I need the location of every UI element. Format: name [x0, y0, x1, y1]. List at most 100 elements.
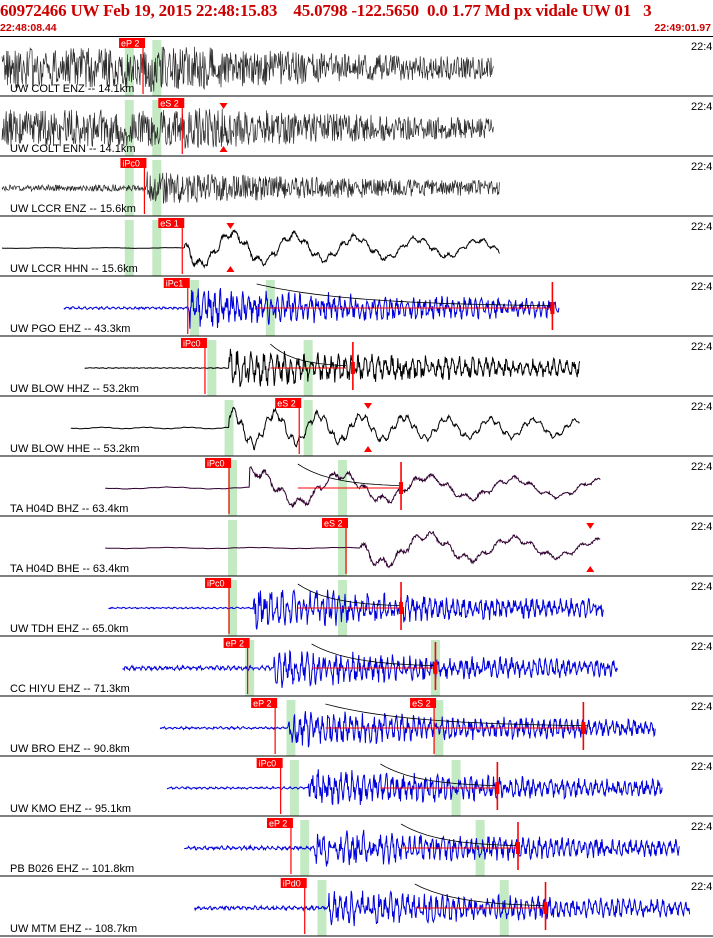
time-tick-label: 22:4: [691, 881, 712, 893]
time-tick-label: 22:4: [691, 161, 712, 173]
amplitude-triangle-marker: [219, 103, 228, 109]
phase-pick-label: iPc0: [122, 159, 140, 169]
analysis-window: [303, 400, 313, 456]
analysis-window: [152, 160, 162, 216]
phase-pick-flag: [158, 98, 185, 108]
coda-end-marker-bar: [495, 782, 500, 794]
phase-pick-flag: [266, 818, 293, 828]
station-label: UW KMO EHZ -- 95.1km: [10, 803, 131, 815]
seismogram-header: 60972466 UW Feb 19, 2015 22:48:15.83 45.…: [0, 0, 713, 38]
station-label: UW BLOW HHZ -- 53.2km: [10, 383, 139, 395]
coda-curve: [325, 703, 587, 727]
coda-curve: [297, 583, 402, 607]
waveform-trace: [1, 46, 494, 93]
coda-end-marker-bar: [516, 842, 520, 854]
amplitude-triangle-marker: [586, 566, 595, 572]
time-tick-label: 22:4: [691, 581, 712, 593]
station-label: UW LCCR ENZ -- 15.6km: [10, 203, 136, 215]
coda-curve: [297, 463, 402, 487]
analysis-window: [124, 40, 134, 96]
time-tick-label: 22:4: [691, 401, 712, 413]
time-tick-label: 22:4: [691, 701, 712, 713]
analysis-window: [124, 100, 134, 156]
time-tick-label: 22:4: [691, 641, 712, 653]
station-label: UW MTM EHZ -- 108.7km: [10, 923, 137, 935]
time-tick-label: 22:4: [691, 221, 712, 233]
amplitude-triangle-marker: [364, 446, 373, 452]
station-label: UW BLOW HHE -- 53.2km: [10, 443, 140, 455]
amplitude-triangle-marker: [364, 403, 373, 409]
phase-pick-label: eP 2: [269, 819, 287, 829]
coda-curve: [380, 763, 498, 787]
waveform-trace: [159, 711, 656, 748]
amplitude-triangle-marker: [226, 223, 235, 229]
amplitude-triangle-marker: [226, 266, 235, 272]
waveform-trace: [105, 530, 601, 569]
phase-pick-flag: [205, 458, 232, 468]
coda-end-marker-bar: [399, 602, 404, 614]
waveform-trace: [63, 287, 560, 329]
time-tick-label: 22:4: [691, 761, 712, 773]
coda-end-marker-bar: [433, 662, 438, 674]
waveform-trace: [1, 229, 500, 269]
phase-pick-label: eS 2: [412, 699, 431, 709]
phase-pick-label: iPc1: [166, 279, 184, 289]
phase-pick-label: eP 2: [121, 39, 139, 49]
coda-curve: [270, 343, 347, 367]
coda-curve: [414, 883, 546, 907]
analysis-window: [190, 280, 200, 336]
station-label: UW COLT ENN -- 14.1km: [10, 143, 136, 155]
waveform-trace: [105, 466, 601, 509]
time-tick-label: 22:4: [691, 821, 712, 833]
phase-pick-flag: [251, 698, 278, 708]
waveform-trace: [194, 890, 691, 927]
waveform-trace: [70, 406, 580, 451]
window-end-time: 22:49:01.97: [654, 22, 711, 34]
station-label: TA H04D BHE -- 63.4km: [10, 563, 129, 575]
coda-end-marker-bar: [350, 362, 355, 374]
phase-pick-flag: [256, 758, 283, 768]
phase-pick-flag: [322, 518, 348, 528]
analysis-window: [152, 100, 162, 156]
phase-pick-label: iPd0: [283, 879, 301, 889]
coda-end-marker-bar: [543, 902, 548, 914]
window-start-time: 22:48:08.44: [0, 22, 57, 34]
station-label: UW TDH EHZ -- 65.0km: [10, 623, 128, 635]
coda-end-marker-bar: [550, 302, 555, 314]
waveform-trace: [1, 108, 494, 149]
phase-pick-label: iPc0: [183, 339, 201, 349]
phase-pick-label: iPc0: [207, 459, 225, 469]
phase-pick-flag: [275, 398, 302, 408]
station-label: UW PGO EHZ -- 43.3km: [10, 323, 130, 335]
phase-pick-label: iPc0: [259, 759, 277, 769]
event-title: 60972466 UW Feb 19, 2015 22:48:15.83 45.…: [0, 1, 652, 20]
analysis-window: [286, 700, 296, 756]
amplitude-triangle-marker: [219, 146, 228, 152]
phase-pick-flag: [158, 218, 185, 228]
station-label: CC HIYU EHZ -- 71.3km: [10, 683, 130, 695]
phase-pick-flag: [120, 158, 147, 168]
phase-pick-flag: [119, 38, 146, 48]
time-tick-label: 22:4: [691, 281, 712, 293]
time-tick-label: 22:4: [691, 461, 712, 473]
phase-pick-flag: [180, 338, 207, 348]
amplitude-triangle-marker: [586, 523, 595, 529]
phase-pick-label: eS 2: [277, 399, 296, 409]
phase-pick-label: eP 2: [226, 639, 244, 649]
coda-curve: [400, 823, 519, 847]
phase-pick-label: eS 1: [160, 219, 179, 229]
time-tick-label: 22:4: [691, 41, 712, 53]
phase-pick-flag: [410, 698, 437, 708]
time-tick-label: 22:4: [691, 101, 712, 113]
waveform-trace: [166, 769, 663, 806]
waveform-trace: [122, 649, 618, 688]
phase-pick-label: eP 2: [253, 699, 271, 709]
station-label: PB B026 EHZ -- 101.8km: [10, 863, 134, 875]
coda-curve: [256, 283, 553, 307]
phase-pick-label: eS 2: [324, 519, 343, 529]
phase-pick-flag: [223, 638, 250, 648]
station-label: UW LCCR HHN -- 15.6km: [10, 263, 138, 275]
station-label: UW COLT ENZ -- 14.1km: [10, 83, 134, 95]
time-tick-label: 22:4: [691, 521, 712, 533]
time-tick-label: 22:4: [691, 341, 712, 353]
